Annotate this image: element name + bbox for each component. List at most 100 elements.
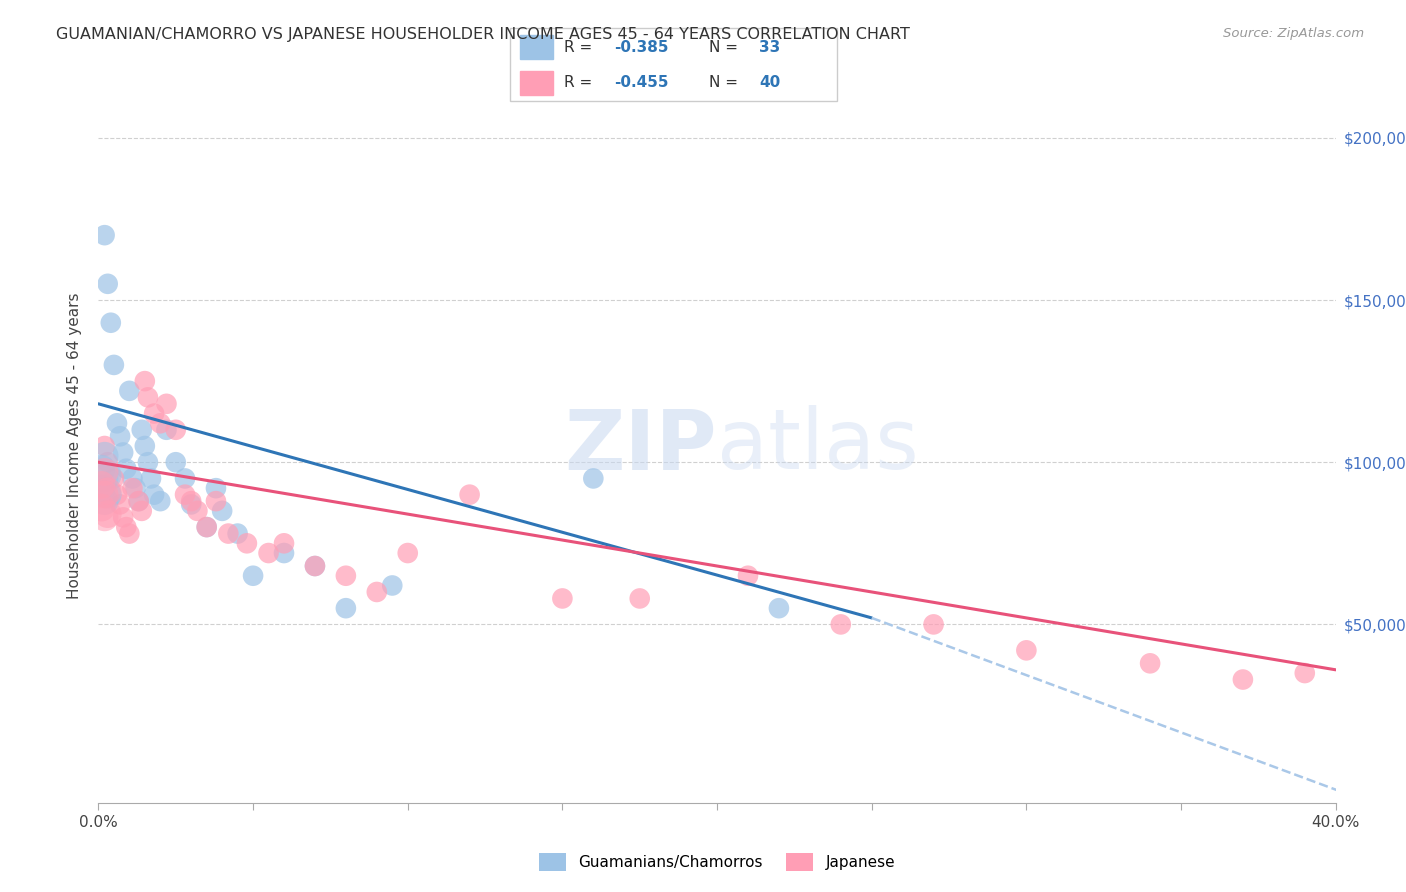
Point [551,591,574,606]
Point [93,228,115,243]
Point [628,591,651,606]
Point [124,481,146,495]
Point [165,455,187,469]
Point [93,449,115,463]
Text: -0.455: -0.455 [614,75,669,90]
Point [236,536,259,550]
Point [211,504,233,518]
Point [118,384,141,398]
Point [100,316,122,330]
Point [93,488,115,502]
Bar [520,35,554,60]
Point [195,520,218,534]
Point [103,471,125,485]
Point [93,465,115,479]
Point [143,407,166,421]
Point [335,568,357,582]
Text: N =: N = [709,40,742,54]
Point [174,471,197,485]
Point [304,559,326,574]
Point [112,445,135,459]
Text: R =: R = [564,75,596,90]
Point [131,423,153,437]
Point [768,601,790,615]
Point [90,500,112,515]
Point [165,423,187,437]
Point [195,520,218,534]
Point [121,471,143,485]
Point [180,497,202,511]
Text: atlas: atlas [717,406,918,486]
Point [335,601,357,615]
Point [458,488,481,502]
Point [93,439,115,453]
Point [1232,673,1254,687]
Point [396,546,419,560]
Point [108,497,131,511]
Point [115,520,138,534]
Point [108,429,131,443]
Point [205,494,228,508]
Text: R =: R = [564,40,596,54]
Point [115,461,138,475]
Point [128,494,150,508]
Point [155,423,177,437]
Point [97,455,120,469]
Point [103,358,125,372]
Point [922,617,945,632]
Y-axis label: Householder Income Ages 45 - 64 years: Householder Income Ages 45 - 64 years [67,293,83,599]
Point [737,568,759,582]
Point [134,374,156,388]
Point [97,488,120,502]
Point [118,526,141,541]
Text: ZIP: ZIP [565,406,717,486]
Point [1015,643,1038,657]
Point [830,617,852,632]
Point [143,488,166,502]
Point [205,481,228,495]
Point [257,546,280,560]
Point [1294,666,1316,681]
Point [136,390,159,404]
Point [149,494,172,508]
Point [304,559,326,574]
Point [128,494,150,508]
Text: GUAMANIAN/CHAMORRO VS JAPANESE HOUSEHOLDER INCOME AGES 45 - 64 YEARS CORRELATION: GUAMANIAN/CHAMORRO VS JAPANESE HOUSEHOLD… [56,27,910,42]
Point [105,488,128,502]
Point [97,484,120,499]
Point [273,536,295,550]
Point [149,417,172,431]
Point [97,277,120,291]
Point [1139,657,1161,671]
Point [381,578,404,592]
Point [273,546,295,560]
Point [105,417,128,431]
Point [90,481,112,495]
Point [366,585,388,599]
Point [134,439,156,453]
Point [93,471,115,485]
Text: N =: N = [709,75,742,90]
Point [217,526,239,541]
Text: 40: 40 [759,75,780,90]
Point [97,507,120,521]
Point [174,488,197,502]
Point [93,510,115,524]
Point [112,510,135,524]
Text: 33: 33 [759,40,780,54]
Point [582,471,605,485]
Text: -0.385: -0.385 [614,40,669,54]
Point [121,481,143,495]
Point [242,568,264,582]
Point [93,494,115,508]
Point [136,455,159,469]
Legend: Guamanians/Chamorros, Japanese: Guamanians/Chamorros, Japanese [533,847,901,877]
Point [97,468,120,483]
Point [226,526,249,541]
Point [155,397,177,411]
Point [139,471,162,485]
Point [180,494,202,508]
Bar [520,70,554,95]
Text: Source: ZipAtlas.com: Source: ZipAtlas.com [1223,27,1364,40]
Point [90,461,112,475]
